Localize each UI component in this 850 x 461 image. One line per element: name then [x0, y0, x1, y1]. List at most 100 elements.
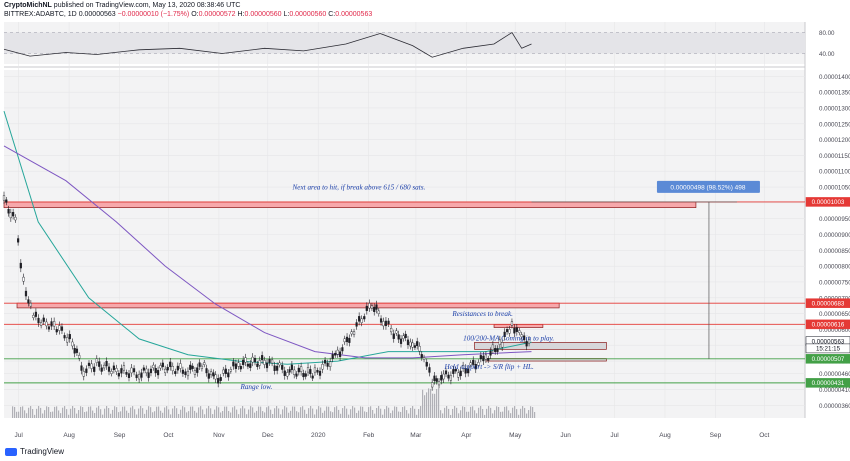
volume-bar [514, 406, 516, 418]
price-label-bg [805, 319, 850, 330]
volume-bar [54, 406, 56, 418]
volume-bar [52, 411, 54, 418]
volume-bar [78, 410, 80, 418]
volume-bar [260, 406, 262, 418]
volume-bar [230, 412, 232, 418]
candle-body [186, 370, 190, 377]
volume-bar [284, 406, 286, 418]
volume-bar [222, 411, 224, 418]
volume-bar [120, 411, 122, 418]
candle-body [198, 362, 201, 367]
candle-body [273, 365, 276, 371]
volume-bar [288, 412, 290, 418]
volume-bar [208, 406, 210, 418]
volume-bar [32, 409, 34, 418]
rsi-tick-label: 80.00 [819, 30, 835, 37]
moving-average-line [3, 145, 532, 359]
volume-bar [162, 412, 164, 418]
volume-bar [480, 406, 482, 418]
volume-bar [440, 410, 442, 418]
volume-bar [116, 407, 118, 418]
candle-body [440, 375, 443, 381]
candle-body [53, 321, 56, 327]
y-tick-label: 0.00000410 [819, 387, 850, 394]
candle-body [452, 369, 455, 374]
highlight-zone[interactable] [493, 324, 544, 328]
x-tick-label: Aug [659, 432, 671, 439]
candle-body [196, 367, 199, 373]
volume-bar [84, 412, 86, 418]
candle-body [464, 368, 467, 374]
open-label: O: [191, 11, 199, 18]
candle-body [176, 365, 179, 371]
candle-body [513, 328, 516, 334]
candle-body [395, 330, 398, 334]
volume-bar [342, 408, 344, 418]
candle-body [329, 361, 332, 367]
volume-bar [108, 408, 110, 418]
volume-bar [418, 409, 420, 418]
candle-body [127, 373, 131, 378]
highlight-zone[interactable] [3, 201, 697, 208]
volume-bar [380, 408, 382, 418]
x-tick-label: Aug [63, 432, 75, 439]
volume-bar [356, 412, 358, 418]
volume-bar [306, 413, 308, 418]
candle-body [487, 358, 490, 361]
y-tick-label: 0.00000950 [819, 216, 850, 223]
volume-bar [378, 406, 380, 418]
chart-annotation[interactable]: Resistances to break. [451, 310, 513, 318]
candle-body [203, 362, 206, 365]
volume-bar [458, 413, 460, 418]
volume-bar [360, 406, 362, 418]
price-chart[interactable]: 0.00001400 0.00001350 0.00001300 0.00001250… [0, 0, 850, 444]
volume-bar [252, 407, 254, 418]
candle-body [24, 290, 28, 297]
volume-bar [512, 407, 514, 418]
chart-annotation[interactable]: Range low. [239, 383, 272, 391]
candle-body [379, 318, 383, 323]
candle-body [336, 349, 339, 355]
volume-bar [100, 409, 102, 418]
candle-body [205, 368, 208, 374]
volume-bar [452, 408, 454, 418]
volume-bar [18, 411, 20, 418]
volume-bar [206, 408, 208, 418]
volume-bar [446, 406, 448, 418]
volume-bar [402, 407, 404, 418]
volume-bar [320, 407, 322, 418]
volume-bar [76, 413, 78, 418]
candle-body [232, 361, 235, 367]
candle-body [508, 329, 511, 334]
price-label: 15:21:15 [816, 346, 841, 353]
volume-bar [392, 410, 394, 418]
x-tick-label: 2020 [311, 432, 326, 439]
candle-body [189, 364, 192, 370]
volume-bar [188, 411, 190, 418]
volume-bar [266, 407, 268, 418]
volume-bar [300, 407, 302, 418]
price-label-bg [805, 343, 850, 354]
x-tick-label: Feb [363, 432, 375, 439]
highlight-zone[interactable] [474, 342, 607, 350]
y-tick-label: 0.00001350 [819, 90, 850, 97]
author-name[interactable]: CryptoMichNL [4, 2, 52, 9]
tradingview-logo[interactable]: TradingView [5, 447, 64, 456]
candle-body [100, 367, 103, 372]
x-tick-label: Nov [213, 432, 225, 439]
candle-body [384, 320, 388, 327]
candle-body [489, 350, 492, 356]
candle-body [399, 338, 403, 344]
candle-body [138, 374, 141, 380]
chart-annotation[interactable]: 100/200-MA Coming in to play. [463, 334, 554, 342]
volume-bar [450, 414, 452, 418]
volume-bar [156, 406, 158, 418]
chart-annotation[interactable]: Held support -> S/R flip + HL. [443, 363, 534, 371]
candle-body [306, 367, 310, 373]
volume-bar [298, 412, 300, 418]
volume-bar [250, 406, 252, 418]
chart-annotation[interactable]: Next area to hit, if break above 615 / 6… [292, 183, 426, 191]
volume-bar [90, 406, 92, 418]
volume-bar [104, 408, 106, 418]
volume-bar [460, 410, 462, 418]
